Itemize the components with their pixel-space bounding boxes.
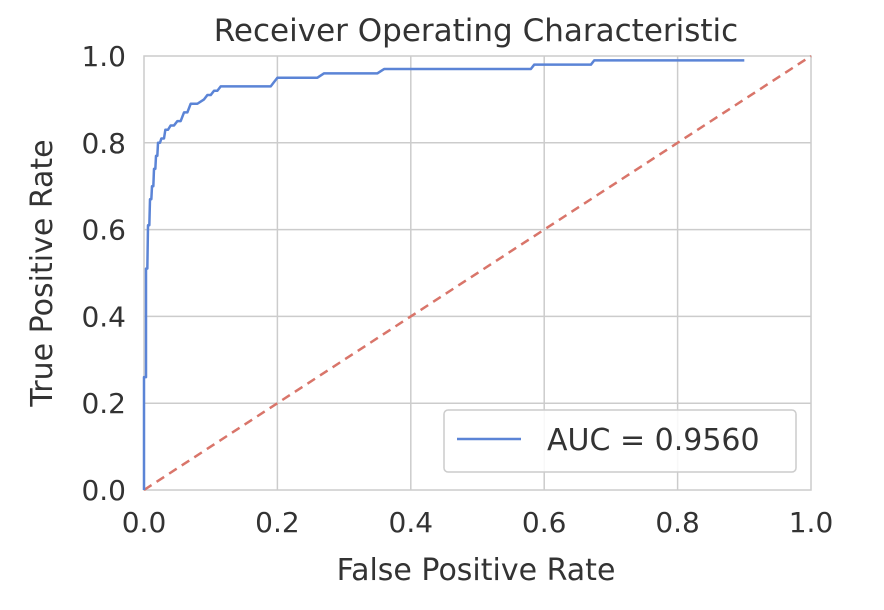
y-tick-label: 0.0 [81, 474, 126, 507]
y-axis-label: True Positive Rate [25, 139, 60, 407]
y-tick-label: 0.8 [81, 127, 126, 160]
x-tick-label: 0.4 [389, 506, 434, 539]
x-tick-label: 0.2 [255, 506, 300, 539]
x-tick-label: 0.8 [655, 506, 700, 539]
legend-box [443, 409, 797, 473]
x-axis-label: False Positive Rate [337, 553, 616, 588]
legend: AUC = 0.9560 [443, 409, 797, 473]
y-tick-label: 0.6 [81, 214, 126, 247]
y-tick-label: 0.2 [81, 387, 126, 420]
chance-diagonal-line [143, 54, 812, 492]
x-tick-labels: 0.0 0.2 0.4 0.6 0.8 1.0 [122, 506, 834, 539]
roc-curve-line [142, 59, 745, 490]
series-layer [142, 54, 812, 492]
chart-title: Receiver Operating Characteristic [214, 13, 738, 49]
x-tick-label: 1.0 [789, 506, 834, 539]
y-tick-labels: 0.0 0.2 0.4 0.6 0.8 1.0 [81, 40, 126, 507]
x-tick-label: 0.0 [122, 506, 167, 539]
plot-area-border [143, 55, 812, 491]
grid [144, 56, 811, 490]
x-tick-label: 0.6 [522, 506, 567, 539]
legend-label: AUC = 0.9560 [547, 423, 760, 458]
y-tick-label: 0.4 [81, 300, 126, 333]
y-tick-label: 1.0 [81, 40, 126, 73]
